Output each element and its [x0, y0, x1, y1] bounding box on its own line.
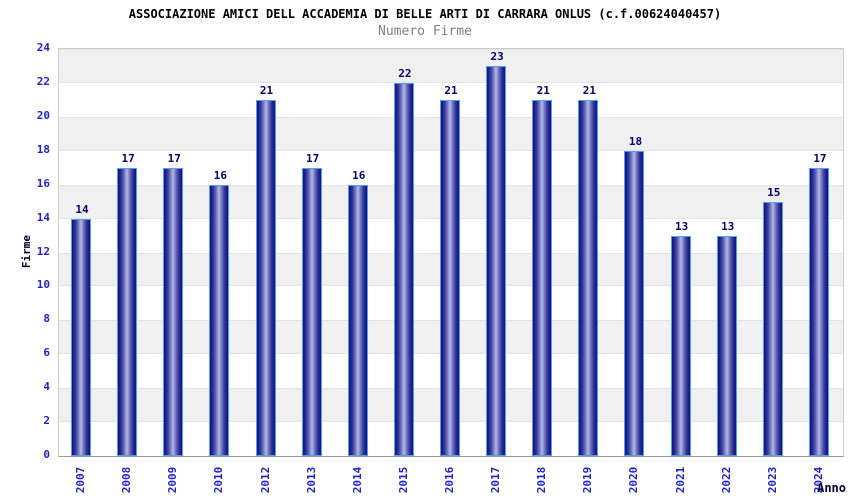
- x-tick-label: 2007: [74, 466, 88, 494]
- chart-title: ASSOCIAZIONE AMICI DELL ACCADEMIA DI BEL…: [128, 7, 722, 21]
- y-tick-label: 6: [43, 346, 50, 360]
- bar-2024: [808, 167, 829, 456]
- bar-value-label: 13: [674, 219, 689, 233]
- bar-2008: [117, 167, 138, 456]
- x-tick-label: 2018: [535, 466, 549, 494]
- bar-value-label: 17: [813, 151, 827, 165]
- y-tick-label: 16: [36, 176, 50, 190]
- y-tick-label: 8: [43, 312, 50, 326]
- bar-value-label: 17: [167, 151, 181, 165]
- bar-value-label: 16: [352, 168, 366, 182]
- y-tick-label: 24: [36, 41, 50, 54]
- x-tick-label: 2013: [304, 466, 318, 494]
- bar-value-label: 21: [582, 83, 596, 97]
- y-tick-label: 0: [43, 448, 50, 461]
- bar-value-label: 22: [398, 66, 412, 80]
- bar-2015: [393, 82, 414, 456]
- bar-value-label: 21: [536, 83, 550, 97]
- x-tick-label: 2010: [212, 466, 226, 494]
- bar-value-label: 15: [767, 185, 781, 199]
- bar-value-label: 23: [490, 49, 504, 63]
- x-tick-label: 2014: [350, 466, 364, 494]
- bar-2021: [670, 235, 691, 456]
- bar-2023: [762, 201, 783, 456]
- x-tick-label: 2023: [765, 466, 779, 494]
- x-tick-label: 2016: [443, 466, 456, 494]
- bar-2007: [71, 218, 92, 456]
- x-tick-label: 2020: [627, 466, 641, 494]
- bar-2012: [255, 99, 276, 456]
- x-tick-label: 2012: [258, 466, 272, 494]
- bar-2020: [624, 150, 645, 456]
- bar-2016: [440, 99, 460, 456]
- x-tick-label: 2009: [166, 466, 180, 494]
- y-tick-label: 14: [36, 210, 50, 224]
- y-tick-label: 4: [43, 380, 50, 394]
- bar-2009: [163, 167, 184, 456]
- bar-2014: [347, 184, 368, 456]
- grid-band: [59, 49, 843, 83]
- bar-2017: [486, 65, 507, 456]
- bar-value-label: 17: [306, 151, 320, 165]
- bar-2019: [578, 99, 599, 456]
- bar-2018: [532, 99, 553, 456]
- y-tick-label: 20: [36, 108, 50, 122]
- y-tick-label: 10: [36, 278, 50, 292]
- bar-value-label: 21: [444, 83, 458, 97]
- x-tick-label: 2017: [489, 466, 503, 494]
- plot-area: 14 17 17 16 21 17 16 22 21 23 21 21 18 13 13 15 17: [58, 48, 844, 457]
- y-tick-label: 12: [36, 244, 50, 258]
- x-axis-title: Anno: [817, 481, 846, 495]
- x-tick-label: 2021: [673, 466, 687, 494]
- bar-2010: [209, 184, 230, 456]
- bar-value-label: 17: [121, 151, 135, 165]
- x-tick-label: 2022: [719, 466, 733, 494]
- bar-2022: [716, 235, 737, 456]
- y-tick-label: 18: [36, 142, 50, 156]
- y-tick-label: 2: [43, 414, 50, 428]
- x-tick-label: 2015: [396, 466, 410, 494]
- bar-value-label: 14: [75, 202, 89, 216]
- bar-value-label: 21: [259, 83, 274, 97]
- x-tick-label: 2019: [581, 466, 595, 494]
- bar-2013: [301, 167, 322, 456]
- x-tick-label: 2008: [120, 466, 134, 494]
- chart-subtitle: Numero Firme: [378, 24, 472, 39]
- bar-value-label: 16: [213, 168, 228, 182]
- bar-value-label: 18: [628, 134, 643, 148]
- bar-value-label: 13: [721, 219, 735, 233]
- y-tick-label: 22: [36, 74, 50, 88]
